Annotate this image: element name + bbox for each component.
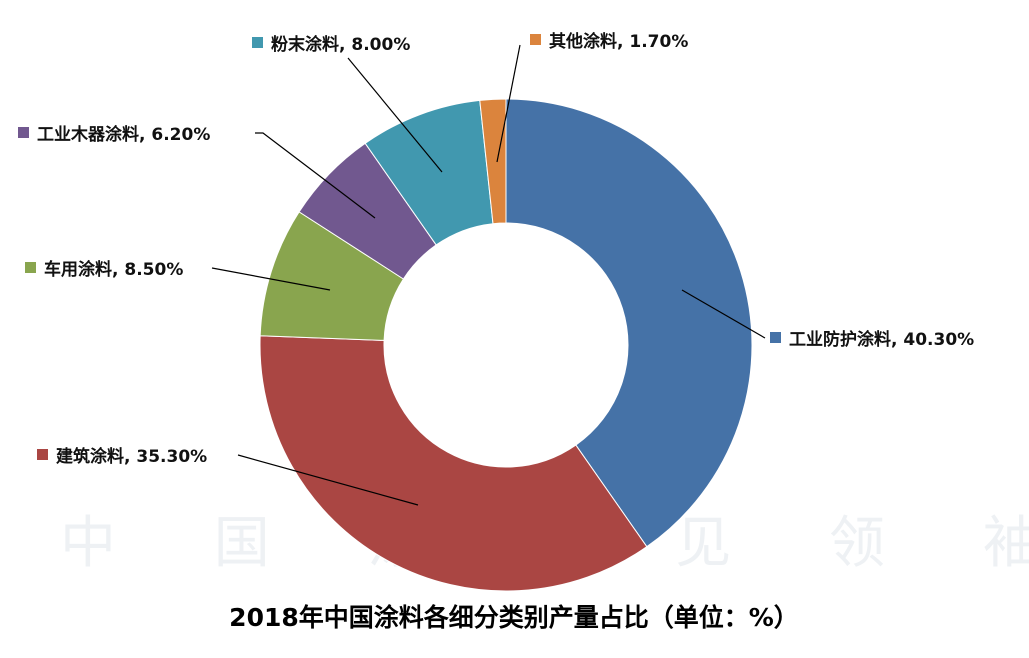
slice-0 bbox=[505, 98, 753, 548]
leader-line-1 bbox=[237, 454, 419, 506]
legend-marker-3 bbox=[18, 127, 29, 138]
legend-marker-0 bbox=[770, 332, 781, 343]
slice-1 bbox=[259, 335, 648, 592]
legend-marker-5 bbox=[530, 34, 541, 45]
data-label-2: 车用涂料, 8.50% bbox=[44, 259, 183, 280]
data-label-3: 工业木器涂料, 6.20% bbox=[37, 124, 210, 145]
legend-marker-1 bbox=[37, 449, 48, 460]
data-label-0: 工业防护涂料, 40.30% bbox=[789, 329, 974, 350]
leader-line-3 bbox=[255, 132, 376, 219]
legend-marker-2 bbox=[25, 262, 36, 273]
data-label-4: 粉末涂料, 8.00% bbox=[271, 34, 410, 55]
leader-line-2 bbox=[211, 267, 331, 291]
chart-title: 2018年中国涂料各细分类别产量占比（单位：%） bbox=[229, 603, 799, 632]
leader-line-0 bbox=[681, 289, 766, 339]
legend-marker-4 bbox=[252, 37, 263, 48]
data-label-5: 其他涂料, 1.70% bbox=[549, 31, 688, 52]
leader-line-4 bbox=[347, 57, 443, 173]
data-label-1: 建筑涂料, 35.30% bbox=[56, 446, 207, 467]
leader-line-5 bbox=[496, 44, 521, 163]
slice-5 bbox=[479, 98, 507, 225]
